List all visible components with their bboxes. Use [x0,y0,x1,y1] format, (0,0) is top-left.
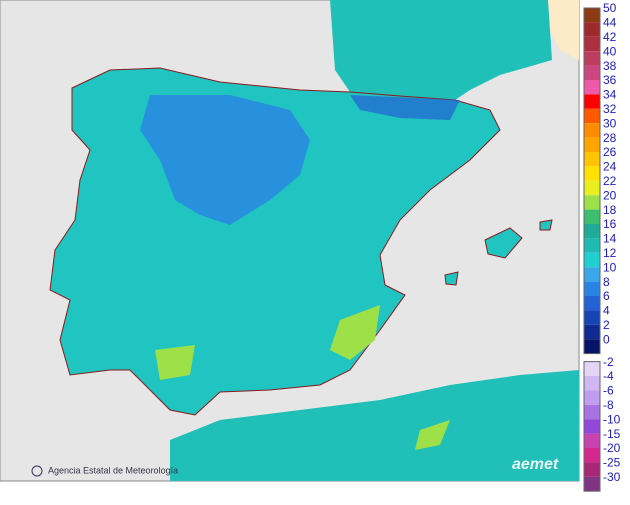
legend-label: 16 [603,217,617,231]
legend-swatch [584,108,600,124]
legend-swatch [584,152,600,167]
legend-label: -6 [603,384,614,398]
legend-swatch [584,22,600,37]
land-outside [548,0,579,60]
legend-label: -2 [603,355,614,369]
legend-swatch [584,94,600,109]
legend-swatch [584,448,600,463]
france [330,0,552,100]
map-land [49,0,579,481]
legend-swatch [584,137,600,152]
legend-label: 32 [603,102,617,116]
legend-label: 42 [603,30,617,44]
legend-label: -15 [603,427,621,441]
legend-label: 12 [603,246,617,260]
legend-swatch [584,390,600,405]
legend-swatch [584,281,600,296]
legend-label: 40 [603,44,617,58]
legend-label: 2 [603,318,610,332]
legend-swatch [584,166,600,181]
legend-label: 28 [603,131,617,145]
legend-border [583,361,601,492]
menorca [539,219,553,231]
legend-swatch [584,296,600,311]
africa [170,370,579,481]
legend-label: 0 [603,332,610,346]
cold-pyrenees [350,95,460,120]
legend-swatch [584,36,600,52]
cold-meseta [140,95,310,225]
legend-swatch [584,419,600,434]
legend-label: 36 [603,73,617,87]
legend-swatch [584,404,600,420]
ibiza [444,271,459,286]
mallorca [484,227,523,259]
legend-swatch [584,376,600,391]
legend-label: -4 [603,369,614,383]
legend-swatch [584,209,600,224]
legend-label: 10 [603,260,617,274]
logo: aemet [512,456,559,473]
legend-swatch [584,238,600,253]
legend-swatch [584,361,600,376]
legend-swatch [584,195,600,210]
legend-label: -10 [603,412,621,426]
legend-swatch [584,252,600,268]
legend-swatch [584,310,600,325]
legend-label: 38 [603,59,617,73]
legend-label: 4 [603,304,610,318]
legend-swatch [584,433,600,448]
legend-swatch [584,267,600,282]
legend-swatch [584,123,600,138]
legend-label: 20 [603,188,617,202]
legend-label: 14 [603,232,617,246]
legend-label: 8 [603,275,610,289]
legend-swatch [584,339,600,354]
legend-swatch [584,80,600,95]
legend-label: 30 [603,116,617,130]
legend-label: 22 [603,174,617,188]
warm-murcia [330,305,380,360]
footer: Agencia Estatal de Meteorología aemet [31,456,559,477]
legend-label: 24 [603,160,617,174]
legend-swatch [584,324,600,340]
legend-swatch [584,224,600,239]
legend-label: -8 [603,398,614,412]
legend-swatch [584,476,600,492]
legend-swatch [584,462,600,477]
legend-swatch [584,8,600,23]
legend-label: -30 [603,470,621,484]
agency-name: Agencia Estatal de Meteorología [48,465,178,475]
warm-guadalquivir [155,345,195,380]
legend-label: 44 [603,16,617,30]
legend-label: 34 [603,88,617,102]
warm-africa [415,420,450,450]
copyright-icon [31,465,43,477]
legend-label: -20 [603,441,621,455]
legend-label: -25 [603,456,621,470]
legend-swatch [584,180,600,196]
legend-label: 6 [603,289,610,303]
legend-swatch [584,65,600,80]
legend-border [583,7,601,355]
legend-label: 50 [603,1,617,15]
legend-label: 18 [603,203,617,217]
legend-swatch [584,51,600,66]
legend: 5044424038363432302826242220181614121086… [583,1,621,492]
legend-label: 26 [603,145,617,159]
